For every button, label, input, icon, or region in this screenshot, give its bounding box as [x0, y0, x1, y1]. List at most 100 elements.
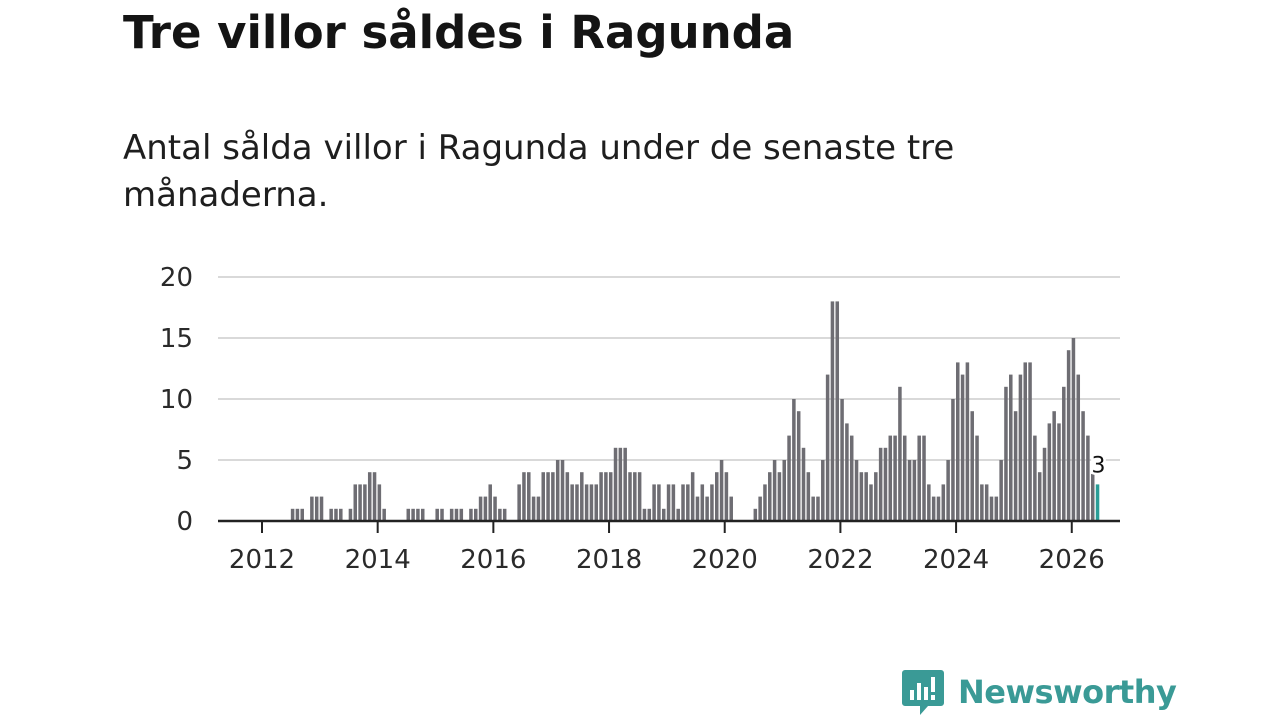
- bar: [449, 508, 454, 521]
- brand-name: Newsworthy: [958, 673, 1177, 711]
- bar: [1004, 386, 1008, 521]
- bar: [835, 301, 840, 521]
- bar: [290, 508, 295, 521]
- bar: [719, 460, 724, 521]
- bar: [840, 399, 844, 521]
- bar: [931, 496, 936, 521]
- x-tick-label: 2018: [576, 545, 642, 575]
- bar: [888, 435, 893, 521]
- bar: [927, 484, 931, 521]
- bar: [329, 508, 333, 521]
- bar: [816, 496, 820, 521]
- bar: [772, 460, 777, 521]
- bar: [956, 362, 960, 521]
- bar: [637, 472, 642, 521]
- bar: [975, 435, 979, 521]
- bar: [300, 508, 304, 521]
- bar: [584, 484, 589, 521]
- bar: [984, 484, 989, 521]
- bar: [777, 472, 782, 521]
- bar: [951, 399, 955, 521]
- bar: [859, 472, 864, 521]
- bar: [883, 447, 888, 521]
- bar: [604, 472, 608, 521]
- bar: [536, 496, 541, 521]
- bar: [295, 508, 300, 521]
- bar: [406, 508, 411, 521]
- bar: [498, 508, 502, 521]
- bar: [869, 484, 873, 521]
- y-tick-label: 15: [160, 324, 193, 354]
- bar: [917, 435, 921, 521]
- bar: [821, 460, 825, 521]
- bar: [483, 496, 488, 521]
- y-axis-tick-labels: 0 5 10 15 20: [160, 263, 193, 537]
- bar: [1047, 423, 1052, 521]
- bar: [830, 301, 835, 521]
- bar: [661, 508, 666, 521]
- bar: [348, 508, 353, 521]
- bar: [811, 496, 815, 521]
- bar: [1076, 374, 1081, 521]
- bar: [372, 472, 377, 521]
- bar: [1013, 411, 1018, 521]
- bar: [358, 484, 362, 521]
- bar: [652, 484, 656, 521]
- bar: [642, 508, 647, 521]
- bar: [729, 496, 733, 521]
- bar: [454, 508, 459, 521]
- bar: [580, 472, 584, 521]
- bar: [994, 496, 999, 521]
- data-labels: 3: [1089, 451, 1108, 481]
- bar: [363, 484, 367, 521]
- bar: [608, 472, 613, 521]
- bar: [633, 472, 637, 521]
- bar: [478, 496, 483, 521]
- bar: [565, 472, 570, 521]
- bar: [589, 484, 594, 521]
- x-tick-label: 2020: [692, 545, 758, 575]
- bar: [1090, 472, 1095, 521]
- bar: [339, 508, 343, 521]
- bar: [922, 435, 926, 521]
- bar: [1009, 374, 1013, 521]
- bar: [551, 472, 555, 521]
- bar-highlight: [1095, 484, 1100, 521]
- bar: [647, 508, 652, 521]
- bar: [474, 508, 478, 521]
- bar-chart: 0 5 10 15 20 2012 2014 2016 2018 2020 2022 2024 202…: [160, 263, 1120, 575]
- last-value-label: 3: [1092, 453, 1106, 478]
- bar: [1042, 447, 1047, 521]
- bar: [801, 447, 806, 521]
- bar: [628, 472, 632, 521]
- bar: [999, 460, 1003, 521]
- bar: [845, 423, 849, 521]
- bar: [912, 460, 917, 521]
- bar: [787, 435, 791, 521]
- bar: [700, 484, 705, 521]
- bar: [546, 472, 550, 521]
- bar: [681, 484, 685, 521]
- bar: [907, 460, 912, 521]
- bar: [710, 484, 714, 521]
- bar: [854, 460, 859, 521]
- bar: [314, 496, 319, 521]
- bar: [768, 472, 772, 521]
- bar: [946, 460, 950, 521]
- x-axis: [218, 519, 1120, 533]
- bar: [1037, 472, 1042, 521]
- x-tick-label: 2026: [1039, 545, 1105, 575]
- bar: [522, 472, 526, 521]
- bar: [1028, 362, 1032, 521]
- bar: [353, 484, 358, 521]
- gridlines: [218, 276, 1120, 461]
- bar: [469, 508, 473, 521]
- bar: [310, 496, 314, 521]
- bar: [459, 508, 464, 521]
- bar: [435, 508, 439, 521]
- bar: [960, 374, 965, 521]
- bar: [570, 484, 574, 521]
- bar: [613, 447, 618, 521]
- bar: [1086, 435, 1090, 521]
- bars: [290, 301, 1100, 521]
